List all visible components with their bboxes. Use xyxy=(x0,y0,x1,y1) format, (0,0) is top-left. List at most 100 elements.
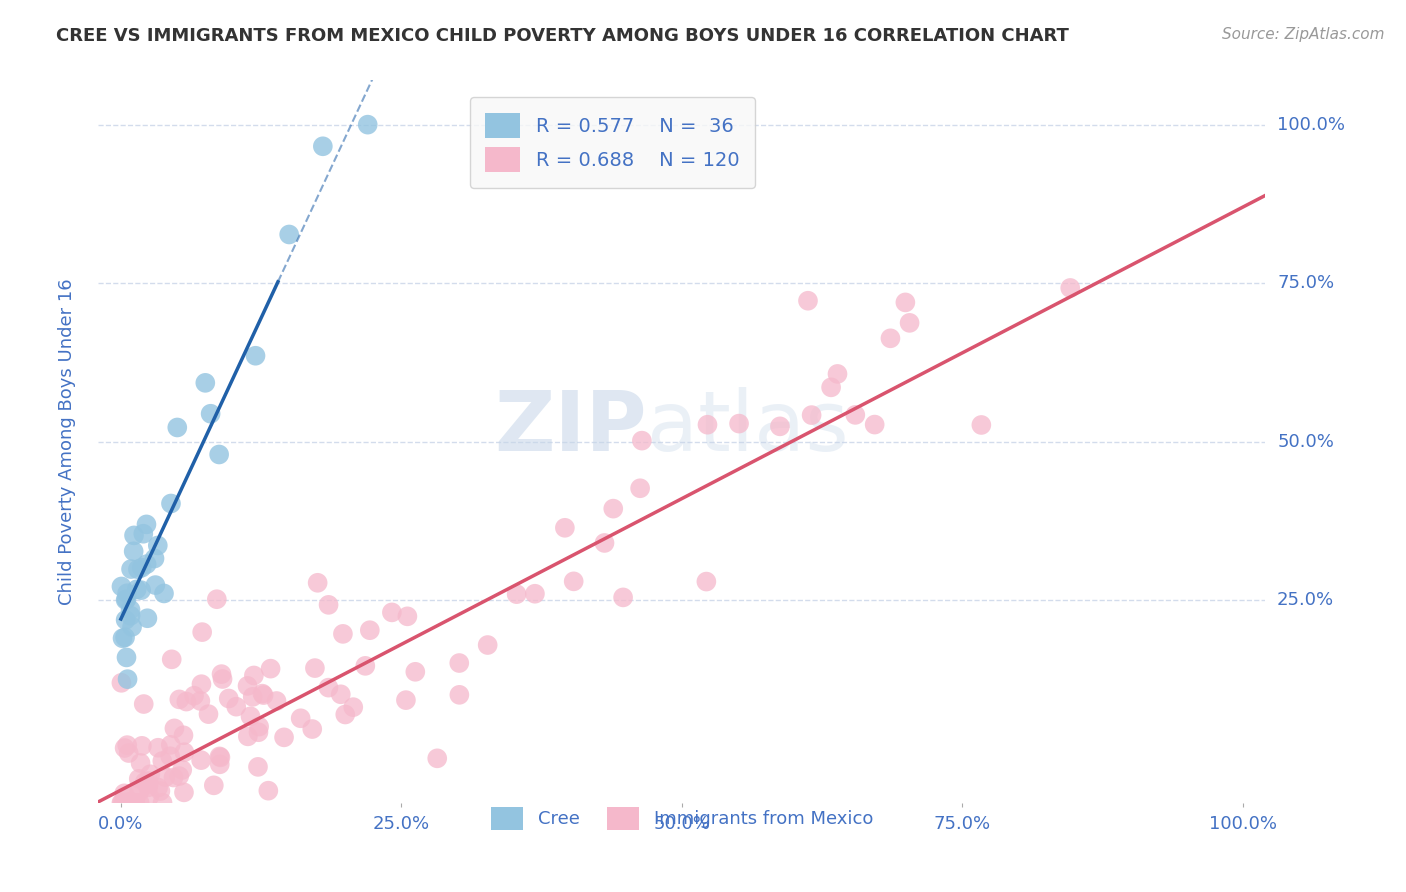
Point xyxy=(820,380,842,394)
Point xyxy=(150,754,173,768)
Point xyxy=(143,551,166,566)
Point xyxy=(236,679,259,693)
Point xyxy=(191,625,214,640)
Point xyxy=(197,707,219,722)
Point xyxy=(115,738,138,752)
Point xyxy=(117,795,139,809)
Point xyxy=(800,408,823,422)
Point xyxy=(631,434,654,448)
Text: 75.0%: 75.0% xyxy=(1277,274,1334,292)
Point xyxy=(381,606,404,620)
Point xyxy=(312,139,335,153)
Point xyxy=(176,695,198,709)
Point xyxy=(117,796,139,810)
Point xyxy=(247,720,270,734)
Point xyxy=(160,496,183,510)
Point xyxy=(332,627,354,641)
Point xyxy=(117,672,139,686)
Point xyxy=(449,656,471,670)
Point xyxy=(112,796,135,810)
Point xyxy=(132,697,155,711)
Point xyxy=(122,796,145,810)
Point xyxy=(359,624,381,638)
Point xyxy=(894,295,917,310)
Text: atlas: atlas xyxy=(647,386,849,467)
Point xyxy=(163,722,186,736)
Point xyxy=(160,652,183,666)
Point xyxy=(173,745,195,759)
Point xyxy=(562,574,585,589)
Point xyxy=(242,690,264,704)
Point xyxy=(357,118,380,132)
Point xyxy=(628,481,651,495)
Point xyxy=(115,650,138,665)
Point xyxy=(273,731,295,745)
Point xyxy=(211,667,233,681)
Point xyxy=(266,694,288,708)
Point xyxy=(257,783,280,797)
Point xyxy=(554,521,576,535)
Point xyxy=(136,611,159,625)
Point xyxy=(202,778,225,792)
Point xyxy=(290,711,312,725)
Point xyxy=(169,692,191,706)
Point xyxy=(172,763,194,777)
Point xyxy=(125,582,148,597)
Point xyxy=(602,501,624,516)
Point xyxy=(132,526,155,541)
Point xyxy=(335,707,357,722)
Point xyxy=(172,728,194,742)
Point xyxy=(593,536,616,550)
Point xyxy=(200,407,222,421)
Point xyxy=(135,557,157,571)
Point xyxy=(122,544,145,558)
Point xyxy=(728,417,751,431)
Point xyxy=(146,780,169,795)
Point xyxy=(209,750,232,764)
Point xyxy=(115,586,138,600)
Point xyxy=(135,517,157,532)
Point xyxy=(329,687,352,701)
Y-axis label: Child Poverty Among Boys Under 16: Child Poverty Among Boys Under 16 xyxy=(58,278,76,605)
Text: Source: ZipAtlas.com: Source: ZipAtlas.com xyxy=(1222,27,1385,42)
Point xyxy=(769,419,792,434)
Point xyxy=(218,691,240,706)
Point xyxy=(190,677,212,691)
Point xyxy=(152,796,174,810)
Point xyxy=(245,349,267,363)
Point xyxy=(243,668,266,682)
Point xyxy=(318,681,340,695)
Point xyxy=(131,560,153,574)
Point xyxy=(318,598,340,612)
Point xyxy=(236,730,259,744)
Point xyxy=(114,613,136,627)
Point xyxy=(129,756,152,770)
Point xyxy=(247,725,270,739)
Point xyxy=(696,417,718,432)
Point xyxy=(131,739,153,753)
Point xyxy=(898,316,921,330)
Text: ZIP: ZIP xyxy=(495,386,647,467)
Point xyxy=(120,603,142,617)
Point xyxy=(208,757,231,772)
Point xyxy=(115,592,138,607)
Point xyxy=(114,741,136,756)
Point xyxy=(124,796,146,810)
Point xyxy=(118,796,141,810)
Point xyxy=(159,738,181,752)
Point xyxy=(129,583,152,598)
Point xyxy=(145,578,167,592)
Point xyxy=(252,687,274,701)
Point xyxy=(128,772,150,786)
Point xyxy=(146,740,169,755)
Point xyxy=(138,789,160,804)
Point xyxy=(118,746,141,760)
Point xyxy=(124,796,146,810)
Point xyxy=(307,575,329,590)
Point xyxy=(114,593,136,607)
Point xyxy=(304,661,326,675)
Point xyxy=(246,760,269,774)
Point xyxy=(110,675,132,690)
Point xyxy=(259,662,281,676)
Point xyxy=(396,609,419,624)
